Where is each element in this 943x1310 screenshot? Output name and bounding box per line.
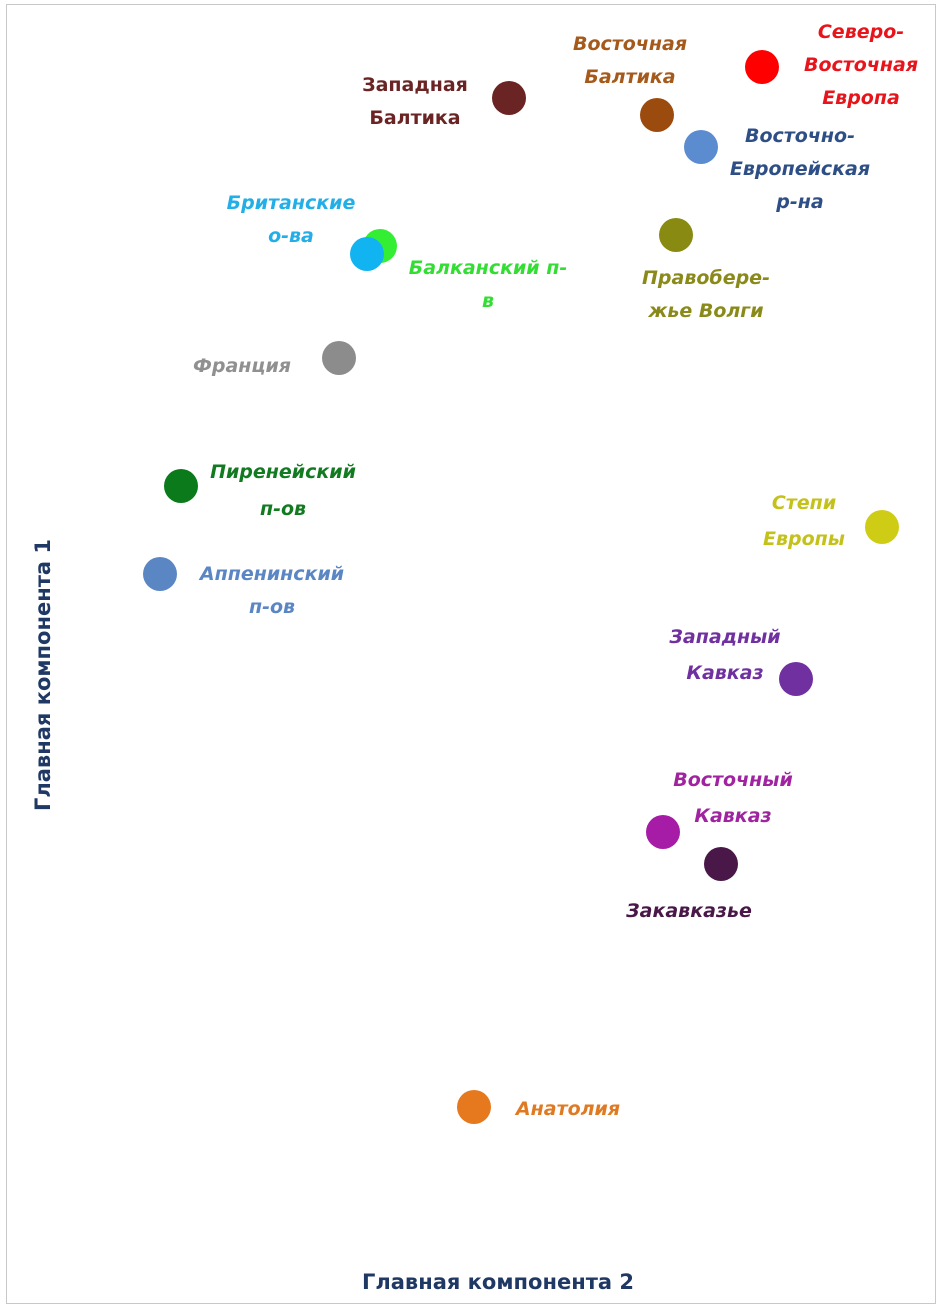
point-label: Аппенинский п-ов (198, 563, 344, 618)
point-label-line: Балтика (584, 66, 675, 88)
point-label-line: Восточная (573, 33, 687, 55)
point-label-line: р-на (775, 191, 823, 213)
point-label-line: Европейская (730, 158, 870, 180)
point-label: Восточная Балтика (573, 33, 687, 88)
point-label-line: Балканский п- (409, 257, 567, 279)
point-label-line: Аппенинский (198, 563, 344, 585)
point-label: Пиренейский п-ов (210, 461, 356, 520)
scatter-point (640, 98, 674, 132)
point-label: Закавказье (625, 900, 752, 922)
point-label-line: Европы (763, 528, 845, 550)
point-label-line: Анатолия (514, 1098, 620, 1120)
point-label: Балканский п-в (409, 257, 567, 312)
point-label-line: Кавказ (694, 805, 771, 827)
labels-layer: Западная Балтика Восточная Балтика Северо- Во… (193, 21, 918, 1120)
point-label-line: Пиренейский (210, 461, 356, 483)
scatter-point (350, 237, 384, 271)
point-label-line: Восточный (673, 769, 793, 791)
x-axis-title: Главная компонента 2 (362, 1270, 634, 1294)
point-label-line: Европа (822, 87, 900, 109)
scatter-point (865, 510, 899, 544)
point-label-line: Западный (668, 626, 780, 648)
point-label: Анатолия (514, 1098, 620, 1120)
point-label-line: Балтика (369, 107, 460, 129)
point-label-line: Степи (772, 492, 836, 514)
scatter-point (704, 847, 738, 881)
point-label-line: жье Волги (647, 300, 763, 322)
scatter-point (164, 469, 198, 503)
point-label: Западный Кавказ (668, 626, 780, 684)
y-axis-title: Главная компонента 1 (31, 539, 55, 811)
point-label-line: Правобере- (642, 267, 770, 289)
chart-frame (6, 4, 936, 1304)
point-label-line: Закавказье (625, 900, 752, 922)
point-label-line: Восточная (804, 54, 918, 76)
scatter-point (143, 557, 177, 591)
point-label: Франция (193, 355, 291, 377)
point-label: Северо- Восточная Европа (804, 21, 918, 109)
scatter-point (457, 1090, 491, 1124)
point-label: Восточно- Европейская р-на (730, 125, 870, 213)
point-label: Восточный Кавказ (673, 769, 793, 827)
point-label-line: Британские (227, 192, 356, 214)
point-label-line: п-ов (260, 498, 306, 520)
point-label: Западная Балтика (362, 74, 468, 129)
point-label-line: Восточно- (745, 125, 855, 147)
scatter-point (779, 662, 813, 696)
point-label: Правобере-жье Волги (642, 267, 770, 322)
point-label: Британские о-ва (227, 192, 356, 247)
scatter-point (745, 50, 779, 84)
point-label-line: Франция (193, 355, 291, 377)
point-label-line: п-ов (249, 596, 295, 618)
point-label: Степи Европы (763, 492, 845, 550)
point-label-line: Западная (362, 74, 468, 96)
scatter-point (646, 815, 680, 849)
point-label-line: Кавказ (686, 662, 763, 684)
scatter-point (492, 81, 526, 115)
point-label-line: Северо- (818, 21, 904, 43)
points-layer (143, 50, 899, 1124)
point-label-line: о-ва (268, 225, 314, 247)
scatter-point (684, 130, 718, 164)
scatter-point (659, 218, 693, 252)
scatter-point (322, 341, 356, 375)
point-label-line: в (482, 290, 494, 312)
